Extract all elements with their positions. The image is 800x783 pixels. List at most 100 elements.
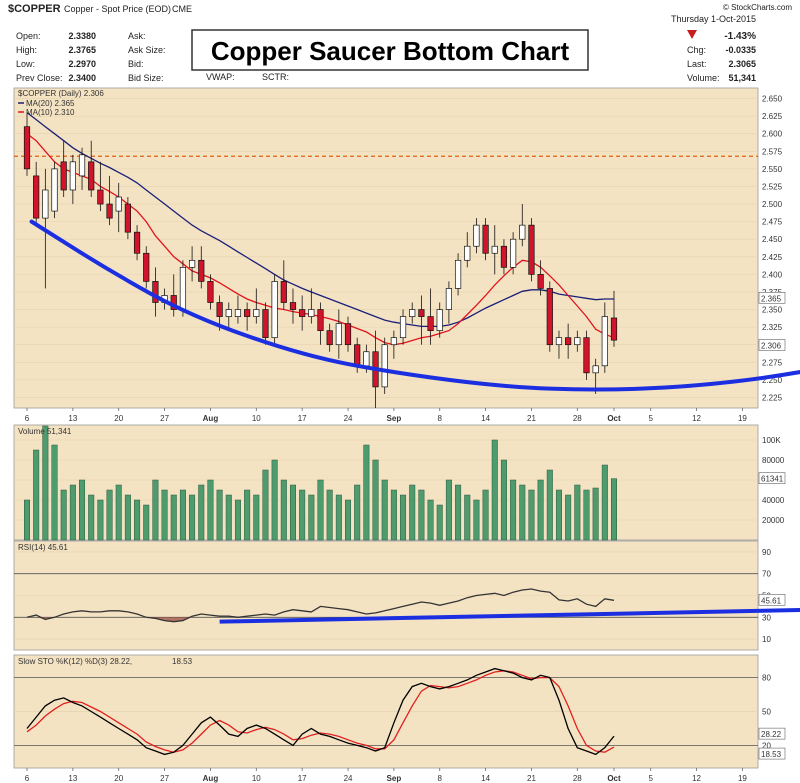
candle	[152, 281, 159, 303]
x-tick-label: 12	[692, 774, 701, 783]
candle	[42, 189, 49, 219]
candle	[60, 161, 67, 191]
x-tick-label: Sep	[387, 414, 402, 423]
candle	[179, 266, 187, 310]
x-tick-label: 6	[25, 774, 30, 783]
header-field-label: High:	[16, 45, 37, 55]
y-tick-label: 2.650	[762, 95, 783, 104]
volume-bar	[207, 479, 214, 541]
y-tick-label: 2.525	[762, 182, 783, 191]
candle	[565, 337, 572, 346]
x-tick-label: Oct	[607, 774, 621, 783]
y-tick-label: 2.450	[762, 235, 783, 244]
volume-bar	[161, 489, 168, 541]
x-tick-label: 27	[160, 414, 169, 423]
volume-bar	[170, 494, 177, 541]
header-field-value: 2.2970	[68, 59, 96, 69]
volume-bar	[500, 459, 507, 541]
candle	[574, 337, 581, 346]
volume-bar	[427, 499, 434, 541]
header-field-label: Ask Size:	[128, 45, 166, 55]
header-description: Copper - Spot Price (EOD)	[64, 4, 171, 14]
header-field-label: Bid Size:	[128, 73, 164, 83]
candle	[500, 245, 508, 268]
x-tick-label: 13	[68, 774, 77, 783]
volume-bar	[335, 494, 342, 541]
ma20-legend: MA(20) 2.365	[26, 99, 75, 108]
y-tick-label: 2.550	[762, 165, 783, 174]
candle	[510, 238, 517, 268]
candle	[253, 309, 260, 317]
volume-bar	[33, 449, 40, 541]
sto-d-line	[26, 670, 615, 753]
vwap-label: VWAP:	[206, 72, 235, 82]
volume-bar	[60, 489, 67, 541]
y-tick-label: 50	[762, 708, 771, 717]
y-tick-label: 2.625	[762, 112, 783, 121]
header-field-label: Ask:	[128, 31, 146, 41]
y-tick-label: 2.400	[762, 270, 783, 279]
y-tick-label: 40000	[762, 496, 785, 505]
volume-bar	[482, 489, 489, 541]
candle	[592, 365, 599, 374]
y-tick-label: 2.575	[762, 147, 783, 156]
candle	[390, 337, 397, 346]
header-field-label: Bid:	[128, 59, 144, 69]
x-tick-label: 5	[648, 414, 653, 423]
y-tick-label: 20	[762, 741, 771, 750]
volume-bar	[473, 499, 480, 541]
header-field-value: 51,341	[728, 73, 756, 83]
volume-bar	[464, 494, 471, 541]
header-field-label: Prev Close:	[16, 73, 63, 83]
candle	[354, 344, 361, 367]
x-tick-label: Aug	[203, 414, 219, 423]
volume-bar	[23, 499, 31, 541]
volume-bar	[97, 499, 104, 541]
candle	[381, 344, 388, 388]
candle	[546, 288, 553, 346]
x-tick-label: 20	[114, 414, 123, 423]
x-tick-label: 28	[573, 774, 582, 783]
volume-bar	[583, 489, 590, 541]
volume-bar	[198, 484, 205, 541]
header-field-value: -0.0335	[725, 45, 756, 55]
x-tick-label: 14	[481, 414, 490, 423]
last-close-label: 2.306	[761, 341, 782, 350]
candle	[207, 281, 214, 303]
volume-bar	[546, 469, 553, 541]
volume-bar	[79, 479, 86, 541]
volume-bar	[592, 487, 599, 541]
volume-bar	[88, 494, 95, 541]
candle	[601, 316, 608, 367]
x-tick-label: 5	[648, 774, 653, 783]
candle	[344, 323, 352, 346]
candle	[88, 161, 95, 191]
candle	[143, 252, 150, 282]
x-tick-label: 13	[68, 414, 77, 423]
volume-bar	[124, 494, 131, 541]
price-legend: $COPPER (Daily) 2.306	[18, 89, 104, 98]
volume-bar	[271, 459, 278, 541]
rsi-legend: RSI(14) 45.61	[18, 543, 68, 552]
candle	[436, 309, 443, 331]
last-ma20-label-bg	[758, 292, 786, 304]
candle	[427, 316, 434, 331]
y-tick-label: 100K	[762, 436, 781, 445]
candle	[271, 281, 278, 339]
saucer-curve	[29, 219, 800, 392]
x-tick-label: 19	[738, 414, 747, 423]
volume-bar	[326, 489, 333, 541]
volume-bar	[189, 494, 196, 541]
last-ma20-label: 2.365	[761, 294, 782, 303]
header-field-label: Last:	[687, 59, 707, 69]
rsi-oversold-fill	[27, 617, 614, 622]
x-tick-label: 17	[298, 774, 307, 783]
volume-bar	[363, 444, 370, 541]
x-tick-label: Sep	[387, 774, 402, 783]
header-field-label: Chg:	[687, 45, 706, 55]
header: $COPPER Copper - Spot Price (EOD) CME © …	[8, 3, 792, 83]
x-tick-label: 27	[160, 774, 169, 783]
rsi-trend-arrow	[219, 608, 800, 624]
candle	[491, 245, 498, 254]
